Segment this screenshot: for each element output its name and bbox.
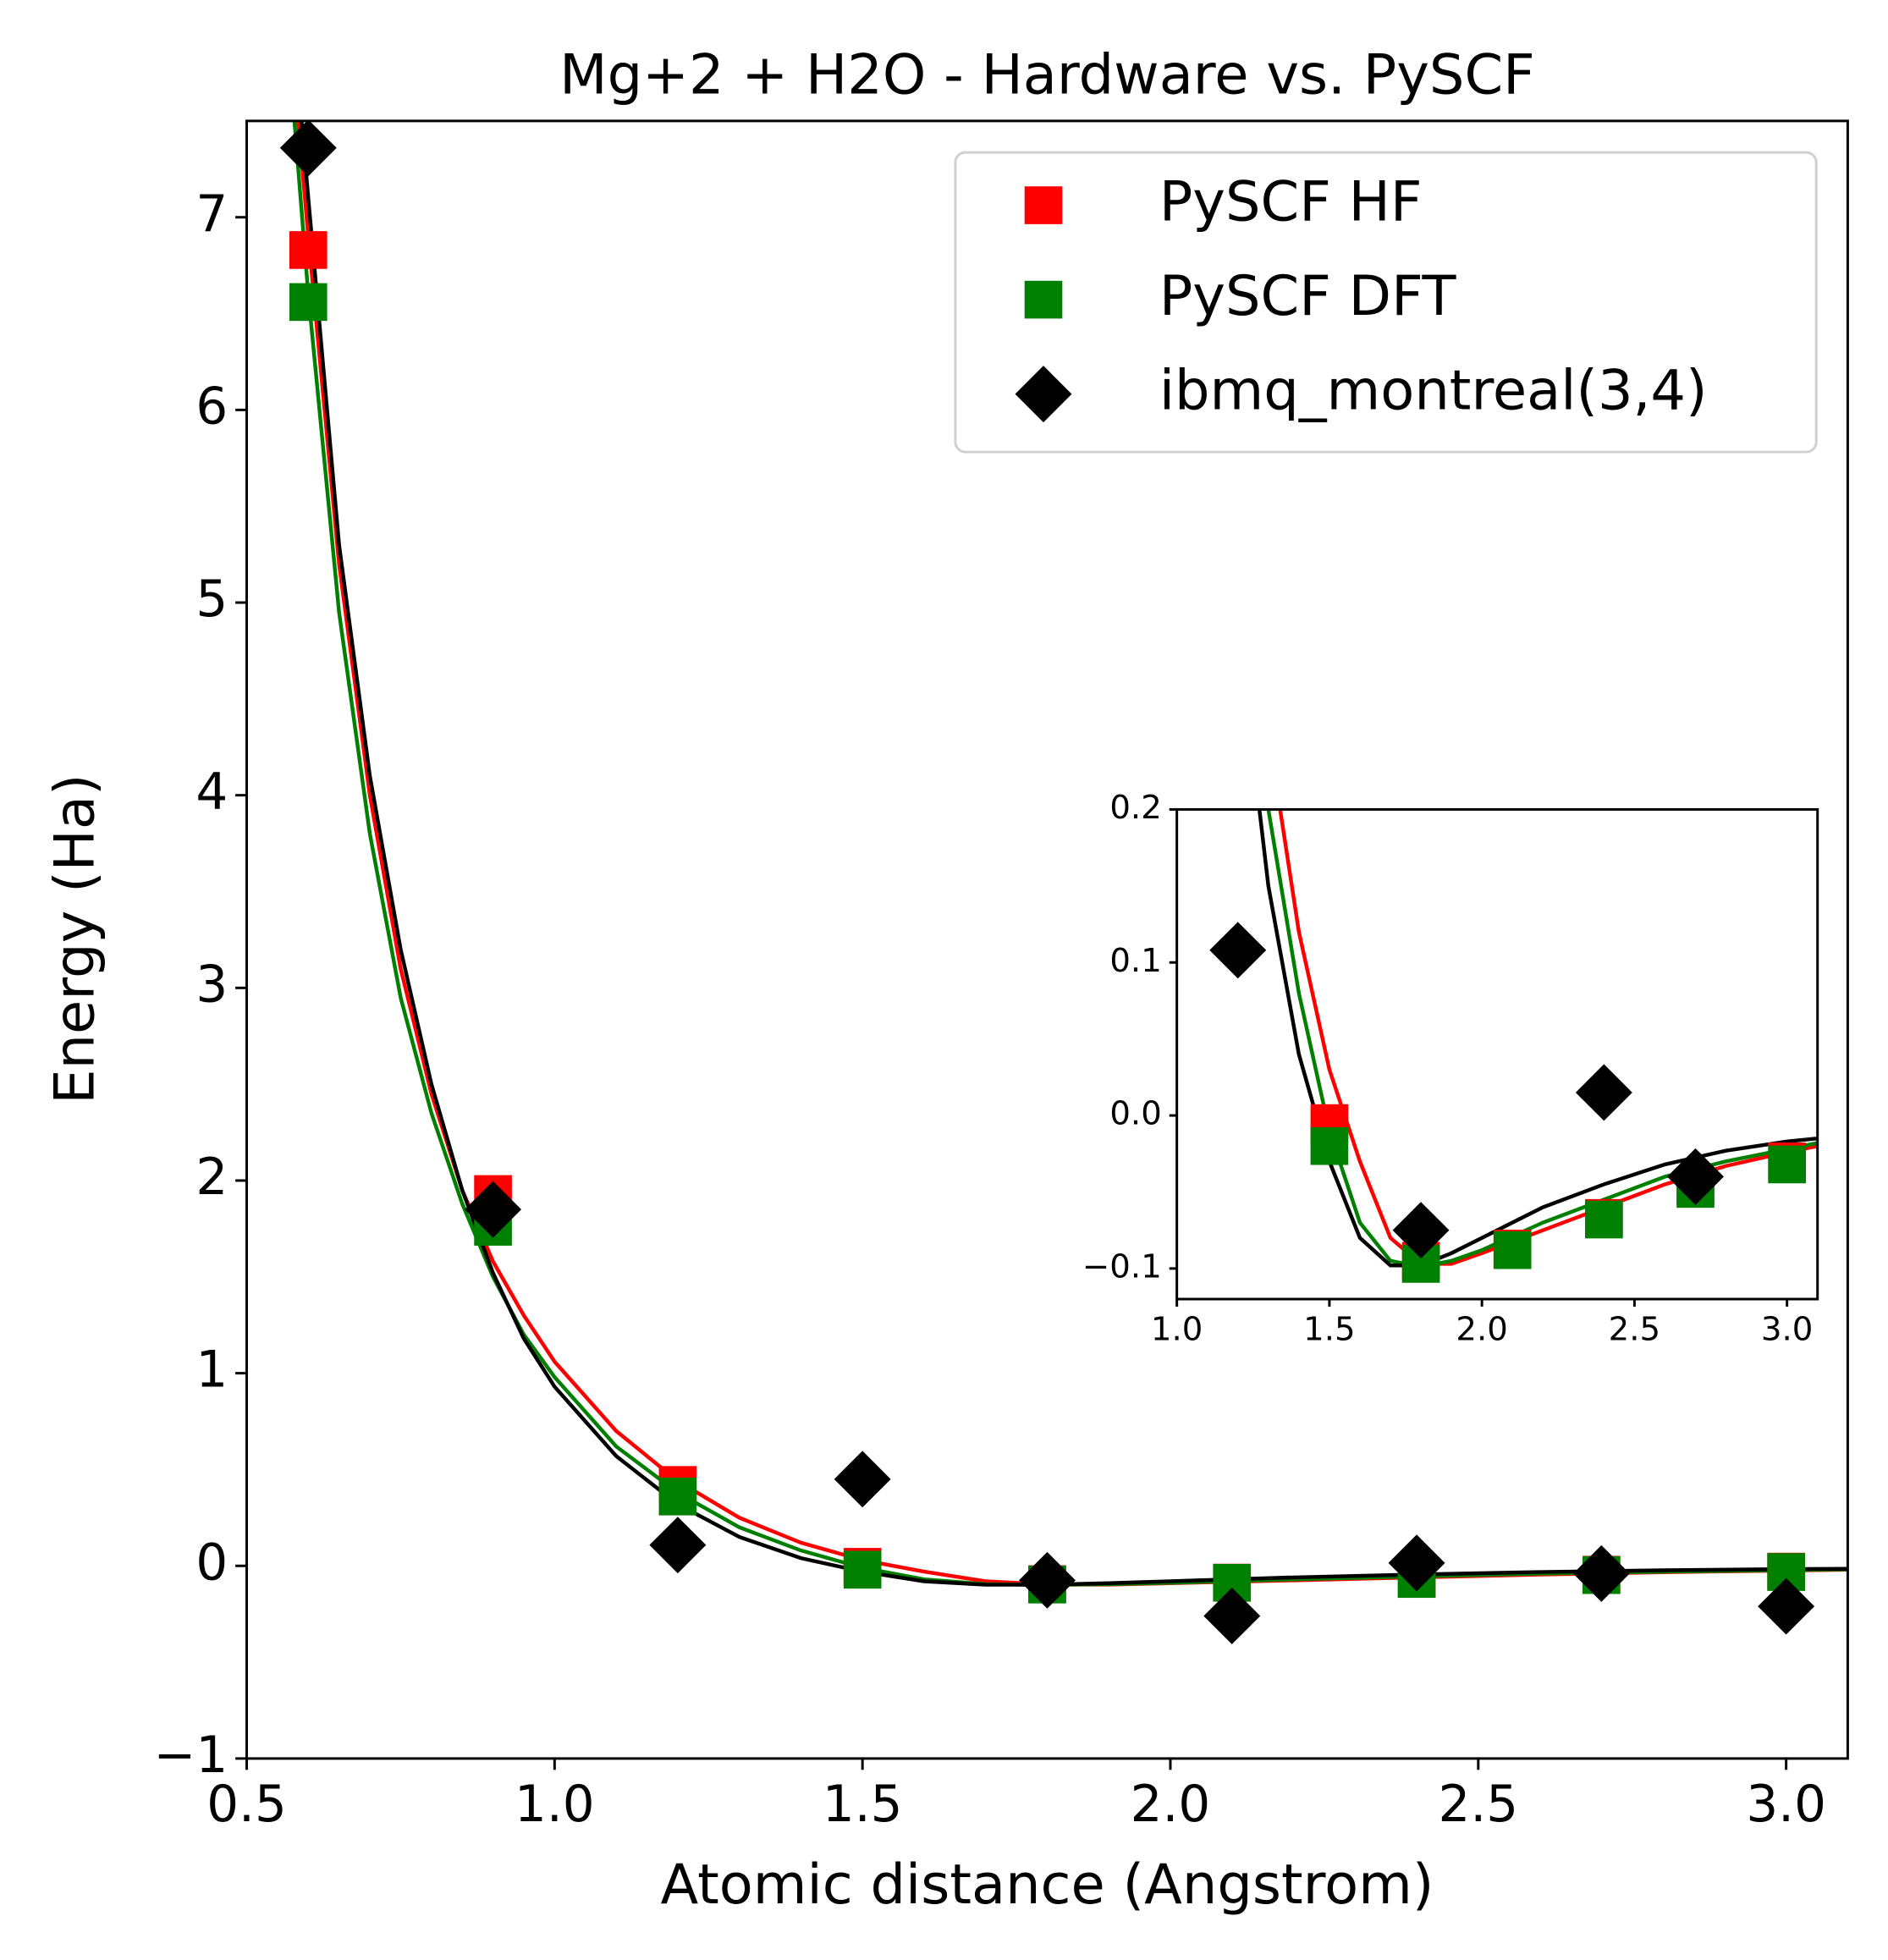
legend-marker xyxy=(1015,366,1072,423)
y-tick-label: 5 xyxy=(195,570,228,629)
y-tick-label: 3 xyxy=(195,955,228,1014)
diamond-marker xyxy=(1572,1544,1630,1602)
square-marker xyxy=(289,283,328,322)
fit-curve xyxy=(1257,809,1818,1268)
x-tick-label: 2.0 xyxy=(1131,1776,1211,1834)
x-axis-label: Atomic distance (Angstrom) xyxy=(661,1853,1434,1917)
chart-title: Mg+2 + H2O - Hardware vs. PySCF xyxy=(559,42,1535,107)
y-axis-label: Energy (Ha) xyxy=(42,774,107,1104)
x-tick-label: 2.0 xyxy=(1456,1310,1507,1348)
legend-box xyxy=(954,151,1818,454)
y-tick-label: −1 xyxy=(154,1726,228,1785)
square-marker xyxy=(1310,1126,1349,1165)
fit-curve xyxy=(292,120,1848,1588)
y-tick-label: 0.0 xyxy=(1109,1095,1161,1133)
y-tick-label: 4 xyxy=(195,763,228,822)
square-marker xyxy=(1768,1145,1806,1184)
y-tick-label: 0 xyxy=(195,1533,228,1592)
square-marker xyxy=(843,1550,882,1589)
diamond-marker xyxy=(1575,1064,1632,1121)
legend-item: ibmq_montreal(3,4) xyxy=(1015,359,1708,423)
y-tick-label: 7 xyxy=(195,185,228,244)
legend-label: PySCF HF xyxy=(1159,170,1423,234)
diamond-marker xyxy=(834,1451,891,1508)
y-tick-label: 6 xyxy=(195,377,228,436)
legend-item: PySCF HF xyxy=(1024,170,1423,234)
plot-background xyxy=(1176,809,1818,1300)
axes-frame xyxy=(1175,807,1819,1301)
diamond-marker xyxy=(1388,1534,1445,1592)
legend-marker xyxy=(1024,186,1063,224)
square-marker xyxy=(1493,1231,1532,1269)
plot-area xyxy=(1209,809,1818,1283)
square-marker xyxy=(658,1478,697,1516)
diamond-marker xyxy=(1203,1587,1261,1644)
y-tick-label: −0.1 xyxy=(1082,1247,1162,1286)
diamond-marker xyxy=(1209,922,1267,979)
legend-marker xyxy=(1024,280,1063,319)
x-tick-label: 1.0 xyxy=(1151,1310,1203,1348)
y-tick-label: 0.2 xyxy=(1109,789,1161,827)
x-tick-label: 2.5 xyxy=(1439,1776,1519,1834)
plot-area xyxy=(279,120,1848,1644)
square-marker xyxy=(289,231,328,269)
legend-item: PySCF DFT xyxy=(1024,264,1457,328)
legend-label: PySCF DFT xyxy=(1159,264,1457,328)
y-tick-label: 1 xyxy=(195,1341,228,1400)
x-tick-label: 0.5 xyxy=(206,1776,287,1834)
y-tick-label: 0.1 xyxy=(1109,942,1161,980)
fit-curve xyxy=(300,120,1848,1587)
x-tick-label: 3.0 xyxy=(1746,1776,1826,1834)
diamond-marker xyxy=(1392,1202,1450,1259)
x-tick-label: 1.0 xyxy=(515,1776,595,1834)
x-tick-label: 2.5 xyxy=(1609,1310,1660,1348)
y-tick-label: 2 xyxy=(195,1148,228,1207)
square-marker xyxy=(1585,1200,1623,1239)
legend-label: ibmq_montreal(3,4) xyxy=(1159,359,1708,423)
diamond-marker xyxy=(1667,1148,1724,1205)
diamond-marker xyxy=(649,1517,707,1574)
diamond-marker xyxy=(1018,1551,1076,1609)
x-tick-label: 1.5 xyxy=(1303,1310,1355,1348)
x-tick-label: 3.0 xyxy=(1761,1310,1813,1348)
diamond-marker xyxy=(279,120,337,177)
axes-frame xyxy=(245,119,1849,1760)
x-tick-label: 1.5 xyxy=(823,1776,903,1834)
